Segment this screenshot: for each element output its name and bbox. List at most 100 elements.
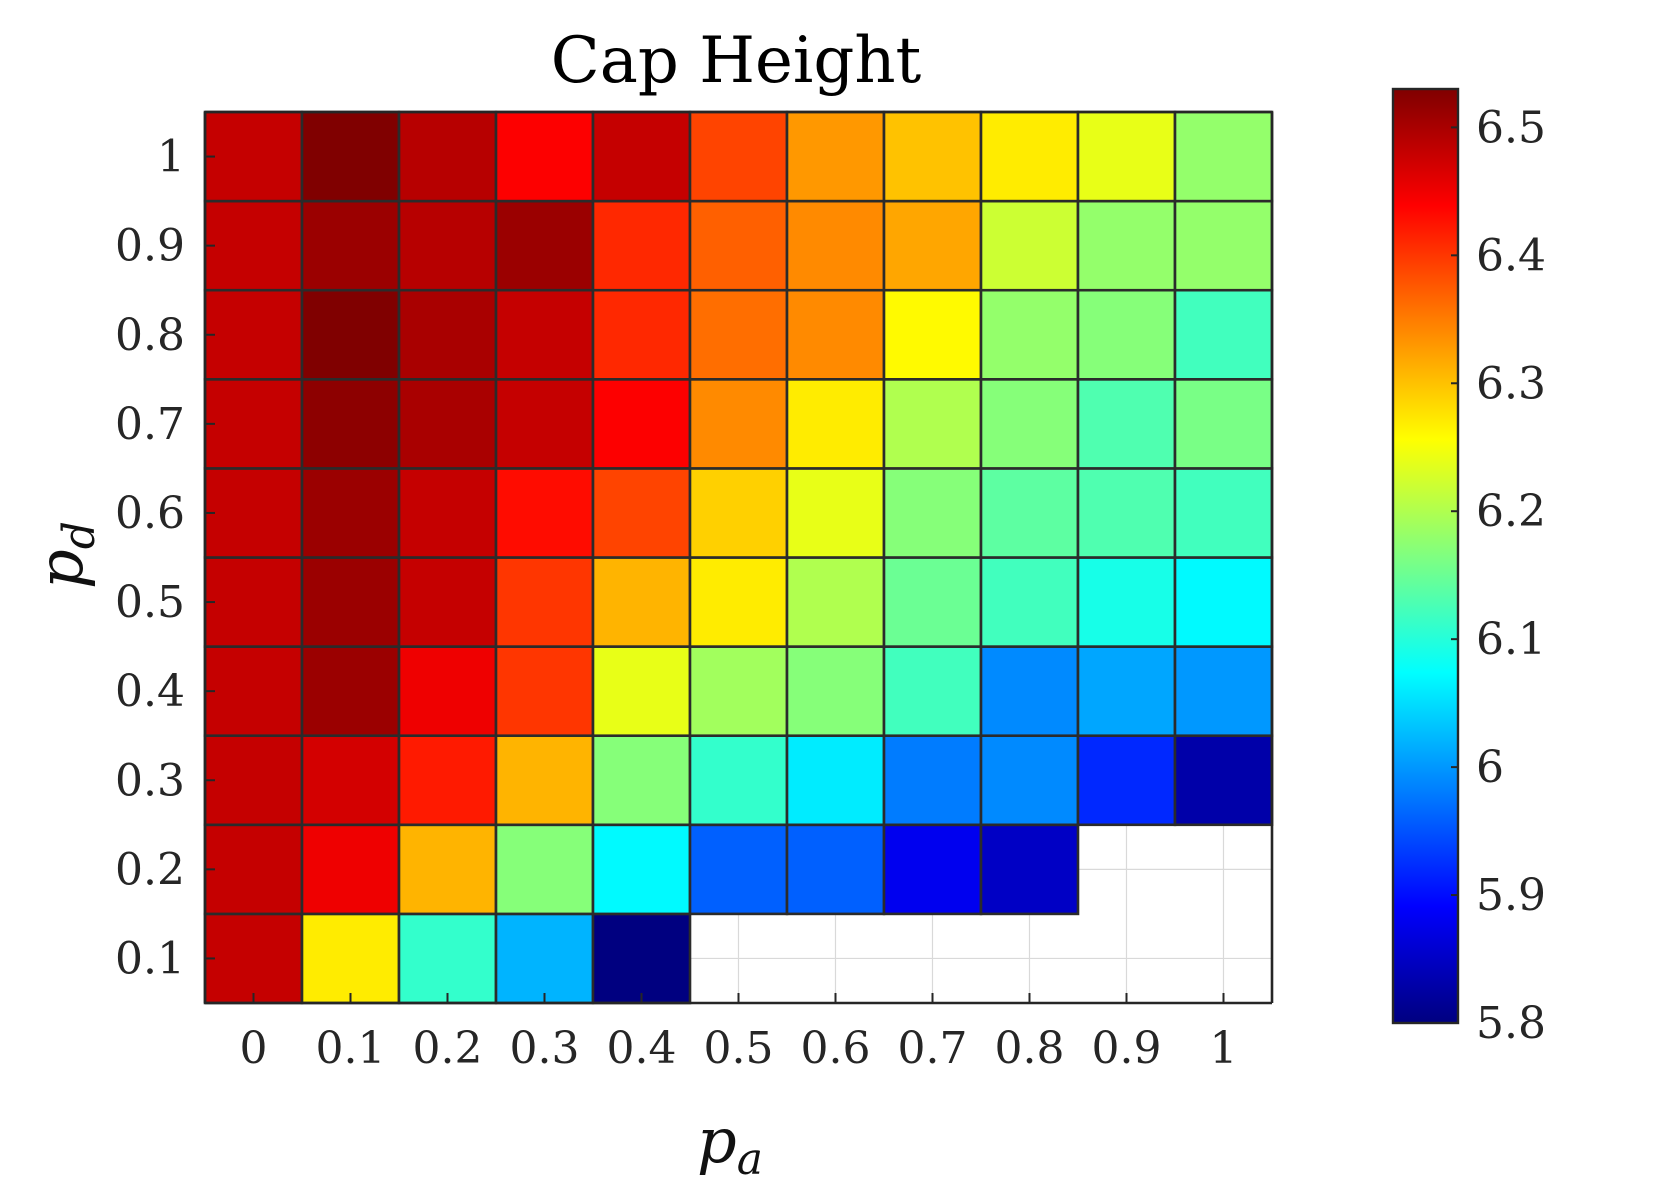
heatmap-cell [397, 823, 498, 916]
heatmap-cell [591, 377, 692, 470]
heatmap-cell [300, 467, 401, 559]
heatmap-cell [688, 823, 789, 916]
heatmap-cell [688, 377, 789, 470]
heatmap-cell [203, 823, 304, 916]
heatmap-cell [494, 912, 595, 1005]
colorbar-tick-label: 5.9 [1476, 870, 1546, 921]
y-tick-label: 0.4 [115, 666, 185, 717]
heatmap-cell [397, 734, 498, 827]
heatmap-cell [1076, 734, 1177, 827]
heatmap-cell [1076, 556, 1177, 648]
heatmap-cell [300, 199, 401, 292]
heatmap-cell [882, 734, 983, 827]
colorbar-tick-label: 6.1 [1476, 614, 1546, 665]
heatmap-cell [882, 823, 983, 916]
x-tick-labels: 0 0.1 0.2 0.3 0.4 0.5 0.6 0.7 0.8 0.9 1 [240, 1023, 1238, 1074]
x-tick-label: 0 [240, 1023, 268, 1074]
heatmap-cell [1173, 288, 1274, 381]
heatmap-cell [494, 199, 595, 292]
heatmap-cell [1173, 110, 1274, 203]
x-tick-label: 0.2 [413, 1023, 483, 1074]
axes-layer [203, 110, 1274, 1005]
x-tick-label: 0.8 [995, 1023, 1065, 1074]
heatmap-cell [397, 645, 498, 737]
heatmap-cell [494, 110, 595, 203]
heatmap-cell [203, 467, 304, 559]
heatmap-cell [1076, 110, 1177, 203]
heatmap-cell [494, 734, 595, 827]
heatmap-cell [203, 912, 304, 1005]
y-tick-label: 0.7 [115, 399, 185, 450]
heatmap-cell [882, 110, 983, 203]
heatmap-cell [494, 288, 595, 381]
y-tick-labels: 0.1 0.2 0.3 0.4 0.5 0.6 0.7 0.8 0.9 1 [115, 132, 185, 985]
chart-title: Cap Height [551, 24, 922, 98]
heatmap-cell [203, 199, 304, 292]
heatmap-cell [397, 556, 498, 648]
heatmap-cell [1173, 556, 1274, 648]
y-axis-label-subscript: d [54, 521, 105, 549]
heatmap-cell [1173, 199, 1274, 292]
heatmap-cell [591, 645, 692, 737]
heatmap-cell [591, 110, 692, 203]
y-tick-label: 0.1 [115, 933, 185, 984]
heatmap-cell [785, 110, 886, 203]
heatmap-cell [300, 912, 401, 1005]
cells-layer [203, 110, 1274, 1005]
heatmap-cell [785, 734, 886, 827]
y-tick-label: 0.6 [115, 488, 185, 539]
heatmap-cell [300, 110, 401, 203]
x-tick-label: 0.9 [1092, 1023, 1162, 1074]
heatmap-cell [1173, 734, 1274, 827]
heatmap-cell [591, 912, 692, 1005]
x-axis-label-subscript: a [737, 1134, 763, 1181]
heatmap-cell [882, 288, 983, 381]
heatmap-cell [591, 823, 692, 916]
heatmap-cell [300, 823, 401, 916]
heatmap-cell [688, 110, 789, 203]
colorbar-gradient [1391, 87, 1460, 1025]
heatmap-cell [300, 377, 401, 470]
heatmap-cell [203, 110, 304, 203]
heatmap-cell [494, 556, 595, 648]
x-tick-label: 0.1 [316, 1023, 386, 1074]
heatmap-cell [300, 556, 401, 648]
heatmap-cell [688, 199, 789, 292]
colorbar-tick-label: 6.3 [1476, 358, 1546, 409]
heatmap-cell [300, 645, 401, 737]
heatmap-cell [785, 823, 886, 916]
heatmap-cell [494, 467, 595, 559]
colorbar-tick-label: 5.8 [1476, 998, 1546, 1049]
colorbar: 5.8 5.9 6 6.1 6.2 6.3 6.4 6.5 [1391, 87, 1546, 1049]
y-tick-label: 1 [157, 132, 185, 183]
heatmap-cell [979, 645, 1080, 737]
heatmap-cell [979, 377, 1080, 470]
x-tick-label: 0.3 [510, 1023, 580, 1074]
heatmap-cell [1076, 467, 1177, 559]
heatmap-cell [785, 556, 886, 648]
heatmap-cell [591, 734, 692, 827]
heatmap-cell [882, 467, 983, 559]
y-tick-label: 0.3 [115, 755, 185, 806]
x-tick-label: 1 [1210, 1023, 1238, 1074]
heatmap-cell [397, 288, 498, 381]
heatmap-cell [688, 645, 789, 737]
heatmap-cell [979, 288, 1080, 381]
y-axis-label: pd [24, 521, 105, 589]
colorbar-tick-label: 6 [1476, 742, 1504, 793]
heatmap-cell [591, 467, 692, 559]
heatmap-cell [1076, 199, 1177, 292]
heatmap-cell [979, 110, 1080, 203]
heatmap-cell [688, 556, 789, 648]
heatmap-cell [882, 377, 983, 470]
heatmap-cell [494, 377, 595, 470]
heatmap-cell [785, 645, 886, 737]
heatmap-cell [397, 467, 498, 559]
heatmap-cell [397, 199, 498, 292]
heatmap-cell [1076, 645, 1177, 737]
heatmap-cell [785, 199, 886, 292]
colorbar-tick-label: 6.4 [1476, 230, 1546, 281]
x-tick-label: 0.6 [801, 1023, 871, 1074]
